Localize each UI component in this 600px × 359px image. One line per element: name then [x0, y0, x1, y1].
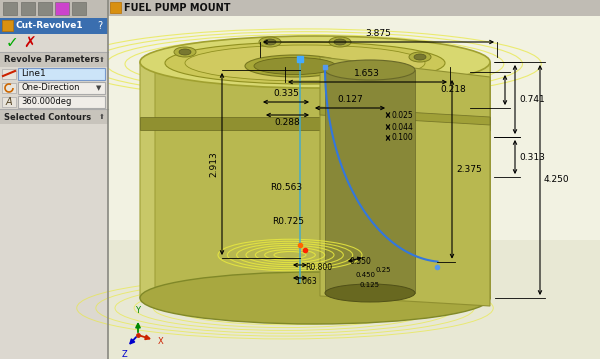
Bar: [18, 68, 105, 80]
Text: Z: Z: [121, 350, 127, 359]
Text: 360.000deg: 360.000deg: [21, 98, 71, 107]
Polygon shape: [320, 57, 490, 306]
Polygon shape: [140, 117, 490, 130]
Text: 0.044: 0.044: [392, 122, 414, 131]
Text: R0.725: R0.725: [272, 218, 304, 227]
Text: R0.563: R0.563: [270, 183, 302, 192]
Text: 3.875: 3.875: [365, 29, 391, 38]
Text: 2.375: 2.375: [456, 165, 482, 174]
Text: Line1: Line1: [21, 70, 46, 79]
Bar: [18, 82, 105, 94]
Ellipse shape: [245, 55, 345, 77]
Bar: [2, 20, 13, 31]
Bar: [3, 2, 17, 15]
Text: 0.025: 0.025: [392, 111, 414, 120]
Bar: [21, 2, 35, 15]
Ellipse shape: [414, 54, 426, 60]
Text: Cut-Revolve1: Cut-Revolve1: [16, 22, 83, 31]
Ellipse shape: [179, 49, 191, 55]
Text: 0.218: 0.218: [440, 85, 466, 94]
Text: Revolve Parameters: Revolve Parameters: [4, 56, 100, 65]
Text: 0.288: 0.288: [274, 118, 300, 127]
Text: 2.913: 2.913: [209, 151, 218, 177]
Text: X: X: [158, 336, 164, 345]
Text: ✓: ✓: [5, 36, 19, 51]
Text: 4.250: 4.250: [544, 176, 569, 185]
Bar: [2, 69, 16, 79]
Text: ✗: ✗: [23, 36, 37, 51]
Bar: [0, 95, 108, 109]
Ellipse shape: [254, 57, 336, 75]
Ellipse shape: [185, 45, 425, 81]
Ellipse shape: [174, 47, 196, 57]
Ellipse shape: [140, 36, 490, 88]
Ellipse shape: [165, 42, 445, 84]
Ellipse shape: [264, 39, 276, 45]
Text: R0.800: R0.800: [305, 264, 332, 272]
Bar: [0, 34, 108, 52]
Bar: [108, 0, 600, 16]
Text: A: A: [5, 97, 13, 107]
Bar: [108, 16, 600, 359]
Ellipse shape: [140, 272, 490, 324]
Bar: [18, 96, 105, 108]
Text: ⬆: ⬆: [99, 57, 105, 63]
Text: 0.450: 0.450: [355, 272, 375, 278]
Bar: [0, 0, 108, 18]
Bar: [2, 83, 16, 93]
Text: Y: Y: [136, 306, 140, 315]
Bar: [0, 18, 108, 34]
Text: FUEL PUMP MOUNT: FUEL PUMP MOUNT: [124, 3, 230, 13]
Bar: [72, 2, 86, 15]
Text: 0.100: 0.100: [392, 134, 414, 143]
Text: 0.335: 0.335: [273, 89, 299, 98]
Ellipse shape: [325, 284, 415, 302]
Text: Selected Contours: Selected Contours: [4, 112, 91, 121]
Bar: [108, 240, 600, 359]
Text: 0.127: 0.127: [337, 95, 363, 104]
Bar: [0, 110, 108, 124]
Text: ▼: ▼: [97, 85, 101, 91]
Bar: [2, 97, 16, 107]
Text: One-Direction: One-Direction: [21, 84, 79, 93]
Text: 0.125: 0.125: [360, 282, 380, 288]
Ellipse shape: [329, 37, 351, 47]
Text: 0.741: 0.741: [519, 94, 545, 103]
Text: ?: ?: [97, 21, 103, 31]
Bar: [0, 0, 108, 359]
Polygon shape: [320, 107, 490, 125]
Bar: [110, 2, 121, 13]
Text: 1.653: 1.653: [354, 69, 380, 78]
Text: 0.313: 0.313: [519, 153, 545, 162]
Bar: [38, 2, 52, 15]
Bar: [0, 81, 108, 95]
Ellipse shape: [409, 52, 431, 62]
Ellipse shape: [334, 39, 346, 45]
Bar: [0, 53, 108, 67]
Text: 0.550: 0.550: [350, 257, 372, 266]
Bar: [55, 2, 69, 15]
Polygon shape: [140, 62, 155, 306]
Ellipse shape: [325, 60, 415, 80]
Polygon shape: [365, 47, 490, 298]
Text: 0.25: 0.25: [375, 267, 391, 273]
Polygon shape: [140, 62, 490, 298]
Text: ⬆: ⬆: [99, 114, 105, 120]
Polygon shape: [325, 70, 415, 293]
Ellipse shape: [259, 37, 281, 47]
Text: 1.063: 1.063: [295, 278, 317, 286]
Bar: [0, 67, 108, 81]
